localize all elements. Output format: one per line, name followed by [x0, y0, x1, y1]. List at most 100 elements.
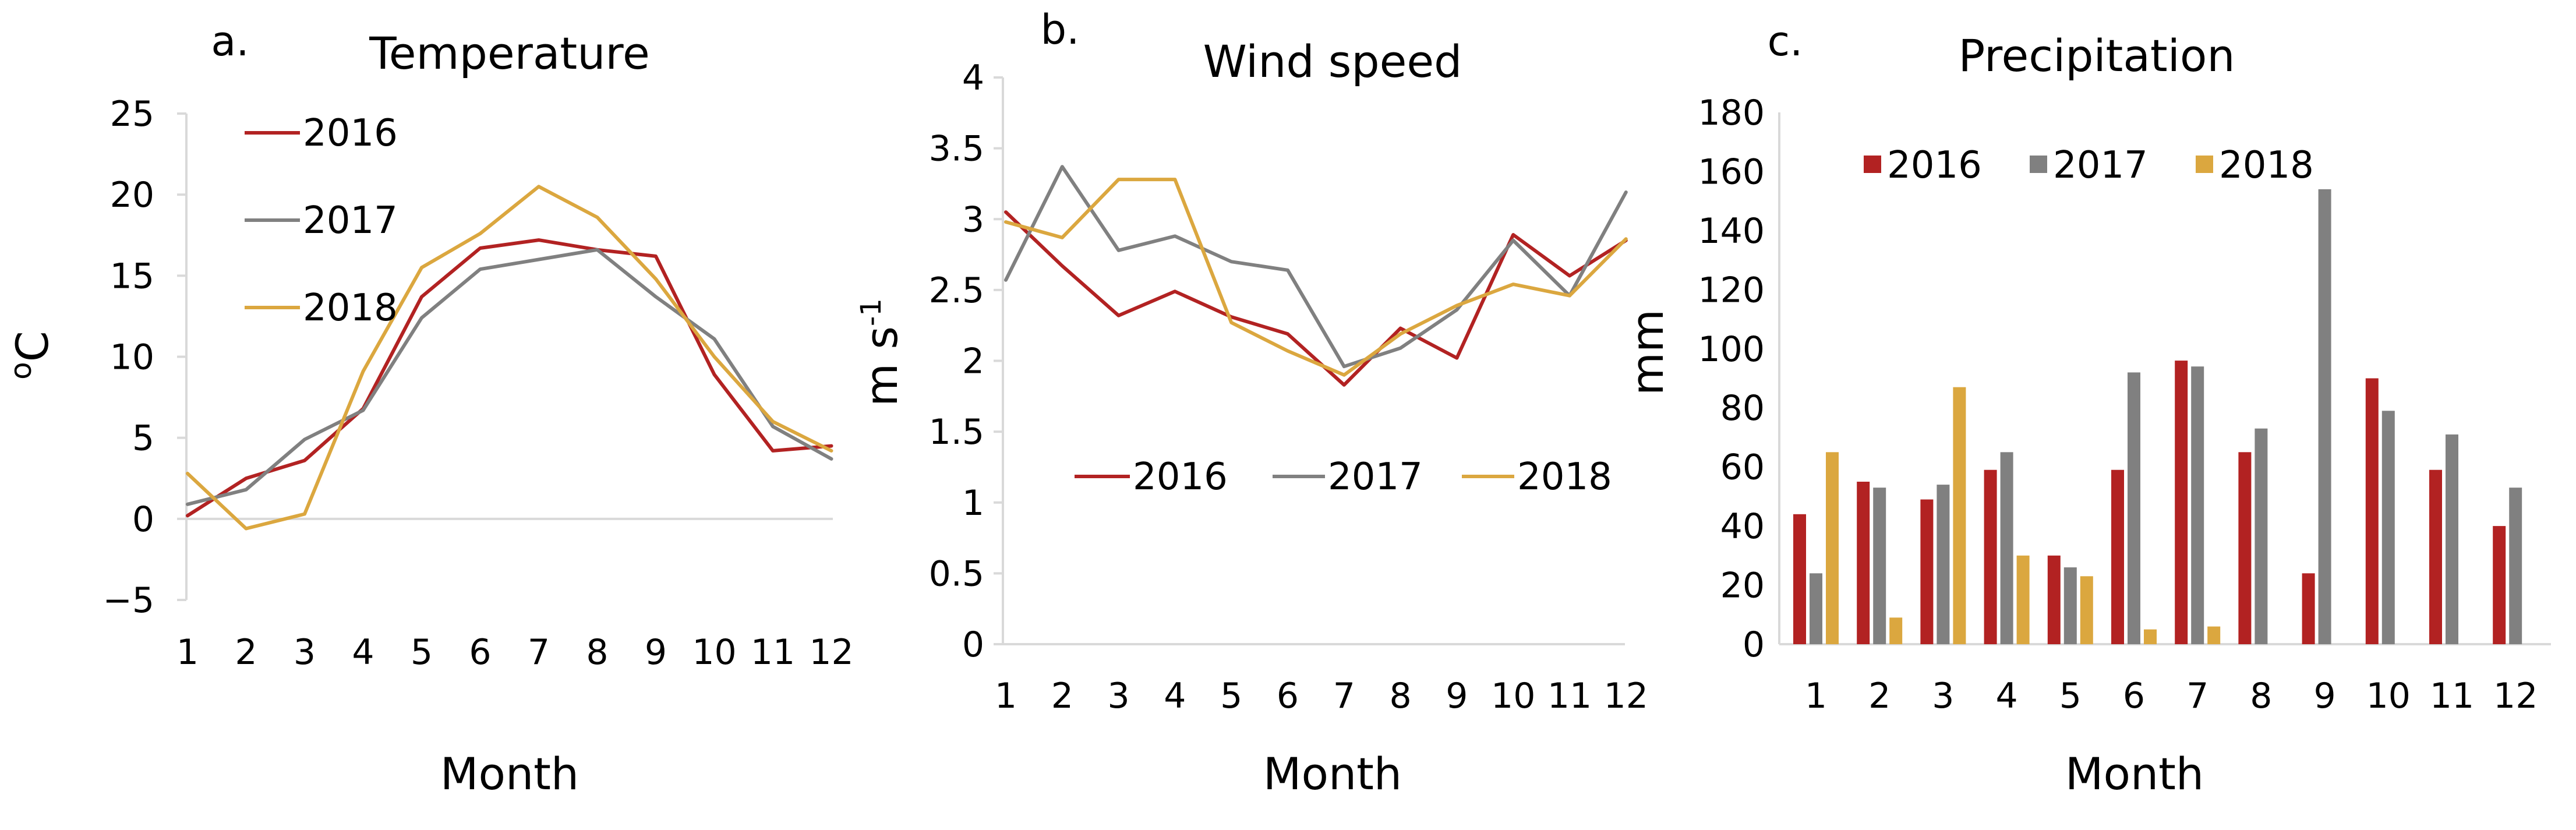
- bar-2018-month-4: [2016, 555, 2030, 644]
- y-axis-title: oC: [4, 331, 58, 380]
- x-tick-label: 11: [751, 632, 795, 673]
- x-tick-label: 7: [528, 632, 550, 673]
- bar-2016-month-12: [2493, 526, 2506, 644]
- bar-2017-month-7: [2191, 366, 2204, 644]
- x-tick-label: 4: [1164, 676, 1186, 716]
- legend-label: 2016: [1887, 144, 1982, 187]
- x-tick-label: 1: [995, 676, 1017, 716]
- x-axis-title: Month: [440, 748, 579, 800]
- x-tick-label: 12: [2493, 676, 2538, 716]
- bar-2016-month-10: [2365, 378, 2379, 644]
- bar-2016-month-1: [1793, 514, 1806, 644]
- bar-2017-month-8: [2255, 428, 2268, 644]
- y-tick-label: 25: [110, 94, 154, 135]
- panel-label: a.: [211, 17, 249, 65]
- unit-base: m s: [856, 326, 907, 407]
- y-tick-label: 180: [1698, 93, 1765, 133]
- legend-swatch-2017: [2030, 156, 2047, 173]
- x-tick-label: 8: [586, 632, 608, 673]
- x-tick-label: 12: [809, 632, 853, 673]
- degree-mark: o: [4, 362, 38, 380]
- x-tick-label: 7: [1333, 676, 1355, 716]
- x-tick-label: 5: [1220, 676, 1242, 716]
- y-tick-label: 20: [110, 175, 154, 216]
- x-tick-label: 2: [235, 632, 257, 673]
- series-line-2016: [1004, 210, 1628, 387]
- legend-label: 2018: [1517, 455, 1612, 499]
- x-tick-label: 7: [2186, 676, 2208, 716]
- y-tick-label: 120: [1698, 270, 1765, 310]
- bar-2017-month-9: [2318, 189, 2331, 644]
- bar-2017-month-5: [2063, 567, 2077, 644]
- bar-2016-month-8: [2238, 452, 2252, 644]
- y-tick-label: 100: [1698, 329, 1765, 370]
- bar-2018-month-7: [2207, 626, 2221, 644]
- x-tick-label: 3: [294, 632, 316, 673]
- x-tick-label: 6: [1277, 676, 1299, 716]
- bar-2017-month-12: [2509, 488, 2522, 644]
- series-line-2017: [1004, 165, 1628, 369]
- y-tick-label: 0.5: [929, 553, 984, 594]
- legend-swatch-2018: [2196, 156, 2213, 173]
- x-tick-label: 5: [411, 632, 433, 673]
- legend-label: 2018: [2219, 144, 2314, 187]
- x-tick-label: 11: [2430, 676, 2474, 716]
- y-tick-label: 140: [1698, 211, 1765, 252]
- unit-exponent: -1: [855, 298, 888, 326]
- bar-2017-month-6: [2128, 372, 2140, 644]
- legend-label: 2017: [2053, 144, 2148, 187]
- series-line-2018: [1004, 178, 1628, 377]
- bar-2018-month-6: [2144, 629, 2157, 644]
- legend-swatch-2016: [1864, 156, 1881, 173]
- bar-2016-month-11: [2429, 469, 2442, 644]
- bar-2016-month-7: [2175, 361, 2188, 644]
- y-tick-label: 4: [962, 58, 984, 98]
- x-tick-label: 10: [692, 632, 736, 673]
- x-tick-label: 6: [469, 632, 491, 673]
- y-tick-label: 2.5: [929, 270, 984, 311]
- legend-label: 2016: [1133, 455, 1228, 499]
- y-tick-label: 160: [1698, 151, 1765, 192]
- series-line-2018: [186, 185, 833, 531]
- chart-title: Wind speed: [1203, 36, 1462, 87]
- y-tick-label: 15: [110, 256, 154, 296]
- bar-2017-month-3: [1937, 485, 1950, 644]
- y-axis-title: mm: [1621, 309, 1673, 395]
- chart-title: Precipitation: [1958, 30, 2235, 82]
- x-tick-label: 1: [176, 632, 199, 673]
- x-tick-label: 9: [645, 632, 667, 673]
- y-tick-label: 40: [1720, 506, 1765, 547]
- bar-2018-month-5: [2080, 576, 2093, 644]
- x-tick-label: 1: [1805, 676, 1827, 716]
- y-tick-label: 60: [1720, 447, 1765, 488]
- x-tick-label: 8: [2250, 676, 2272, 716]
- y-tick-label: 1.5: [929, 412, 984, 453]
- x-tick-label: 10: [2366, 676, 2411, 716]
- x-tick-label: 12: [1604, 676, 1648, 716]
- y-tick-label: 3.5: [929, 129, 984, 169]
- bar-2017-month-10: [2381, 411, 2395, 644]
- x-tick-label: 5: [2059, 676, 2082, 716]
- y-tick-label: 3: [962, 199, 984, 240]
- y-tick-label: 20: [1720, 566, 1765, 606]
- legend-label: 2017: [303, 199, 398, 242]
- x-tick-label: 9: [2314, 676, 2336, 716]
- x-tick-label: 8: [1390, 676, 1412, 716]
- x-tick-label: 2: [1051, 676, 1073, 716]
- bar-2016-month-4: [1984, 469, 1997, 644]
- legend: 2016 2017 2018: [245, 112, 398, 330]
- chart-title: Temperature: [369, 27, 649, 79]
- bar-2016-month-6: [2111, 469, 2124, 644]
- bar-2018-month-2: [1889, 617, 1903, 644]
- bar-2017-month-2: [1873, 488, 1886, 644]
- bar-2016-month-5: [2047, 555, 2061, 644]
- x-tick-label: 9: [1446, 676, 1468, 716]
- bar-2018-month-3: [1953, 387, 1966, 644]
- panel-label: c.: [1768, 17, 1803, 65]
- x-axis-title: Month: [2065, 748, 2204, 800]
